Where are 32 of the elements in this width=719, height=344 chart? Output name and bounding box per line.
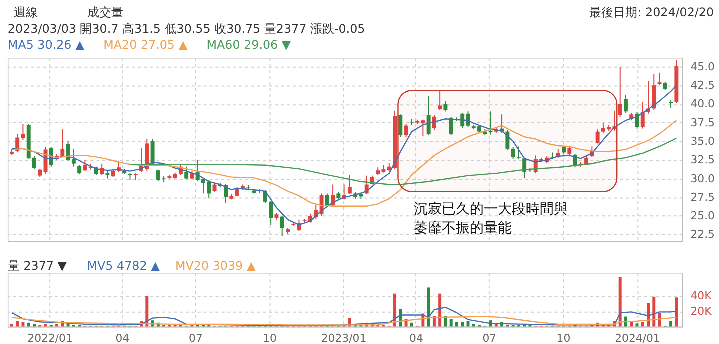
- band-label: 沉寂已久的一大段時間與萎靡不振的量能: [414, 202, 568, 237]
- y-tick-label: 40.0: [690, 98, 716, 111]
- y-tick-label: 35.0: [690, 134, 716, 148]
- y-tick-label: 30.0: [690, 172, 716, 186]
- x-tick-label: 10: [263, 332, 277, 344]
- text: MV5 4782 ▲: [87, 259, 162, 274]
- text: MA5 30.26 ▲: [8, 38, 86, 52]
- y-tick-label: 40K: [690, 290, 713, 303]
- x-tick-label: 10: [556, 332, 571, 344]
- text: 2023/03/03 開30.7 高31.5 低30.55 收30.75 量2377 漲跌-0.05: [8, 22, 366, 36]
- y-tick-label: 20K: [690, 304, 713, 318]
- text: MA60 29.06 ▼: [206, 38, 292, 52]
- x-tick-label: 04: [410, 332, 424, 344]
- y-tick-label: 32.5: [690, 154, 715, 167]
- y-tick-label: 25.0: [690, 210, 716, 223]
- text: 最後日期: 2024/02/20: [590, 5, 714, 20]
- y-tick-label: 42.5: [690, 79, 715, 92]
- y-tick-label: 37.5: [690, 116, 715, 130]
- y-tick-label: 45.0: [690, 60, 716, 74]
- x-tick-label: 04: [116, 332, 130, 344]
- text: MA20 27.05 ▲: [104, 38, 189, 52]
- text: 成交量: [87, 5, 124, 20]
- x-tick-label: 07: [482, 332, 497, 344]
- x-tick-label: 2023/01: [321, 332, 367, 344]
- text: MV20 3039 ▲: [176, 259, 257, 274]
- x-tick-label: 2022/01: [28, 332, 73, 344]
- annotation: 量 2377 ▼: [8, 259, 68, 274]
- x-tick-label: 2024/01: [615, 332, 660, 344]
- x-tick-label: 07: [189, 332, 203, 344]
- y-tick-label: 27.5: [690, 190, 715, 204]
- text: 週線: [14, 5, 38, 20]
- y-tick-label: 22.5: [690, 228, 715, 242]
